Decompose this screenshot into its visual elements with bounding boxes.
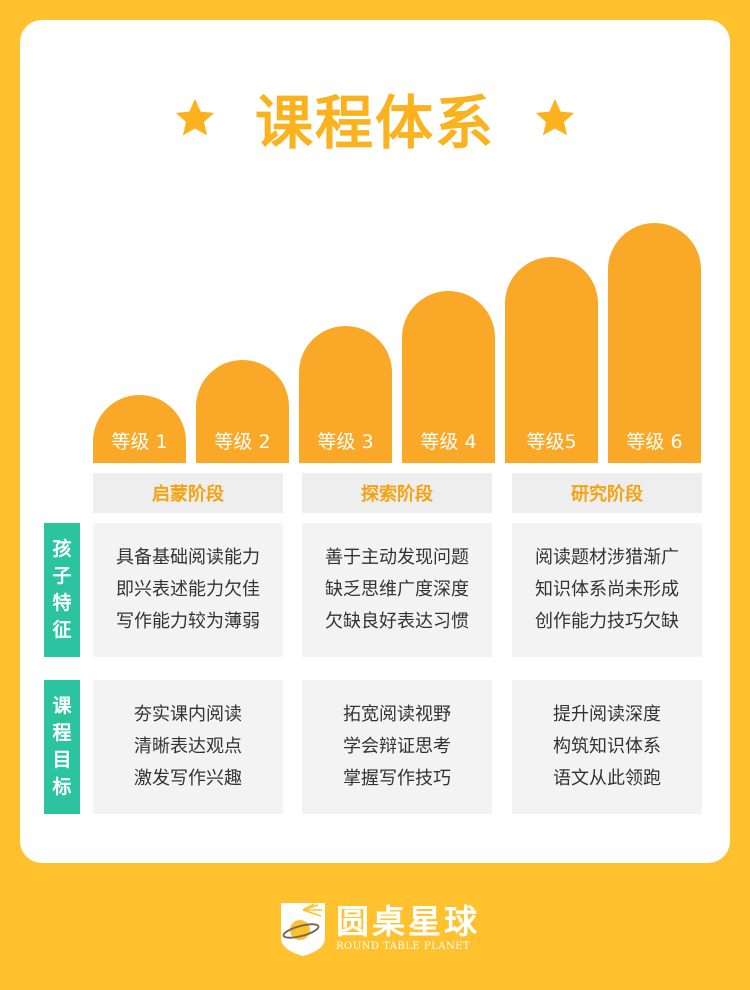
label-char: 课: [52, 695, 72, 717]
goals-cell-3: 提升阅读深度 构筑知识体系 语文从此领跑: [512, 680, 702, 814]
star-icon: [175, 98, 215, 136]
cell-line: 具备基础阅读能力: [116, 547, 260, 568]
cell-line: 掌握写作技巧: [343, 768, 451, 789]
cell-line: 构筑知识体系: [553, 736, 661, 757]
cell-line: 拓宽阅读视野: [343, 704, 451, 725]
level-label: 等级 4: [420, 431, 477, 453]
star-icon: [535, 98, 575, 136]
title-row: 课程体系: [0, 78, 750, 158]
stage-research: 研究阶段: [512, 473, 702, 513]
level-bar-2: 等级 2: [196, 360, 289, 463]
row-label-traits: 孩 子 特 征: [44, 523, 80, 657]
cell-line: 阅读题材涉猎渐广: [535, 547, 679, 568]
cell-line: 即兴表述能力欠佳: [116, 579, 260, 600]
brand-name-cn: 圆桌星球: [336, 902, 480, 941]
level-bar-5: 等级5: [505, 257, 598, 463]
level-bar-1: 等级 1: [93, 395, 186, 463]
stage-exploration: 探索阶段: [302, 473, 492, 513]
traits-cell-3: 阅读题材涉猎渐广 知识体系尚未形成 创作能力技巧欠缺: [512, 523, 702, 657]
level-bar-3: 等级 3: [299, 326, 392, 463]
level-label: 等级 2: [214, 431, 271, 453]
cell-line: 夯实课内阅读: [134, 704, 242, 725]
page-title: 课程体系: [254, 89, 495, 157]
brand-text: 圆桌星球 ROUND TABLE PLANET: [336, 904, 480, 954]
cell-line: 创作能力技巧欠缺: [535, 611, 679, 632]
row-label-goals: 课 程 目 标: [44, 680, 80, 814]
label-char: 标: [52, 776, 72, 798]
label-char: 特: [52, 592, 72, 614]
brand-logo: 圆桌星球 ROUND TABLE PLANET: [278, 898, 480, 960]
level-label: 等级5: [526, 431, 577, 453]
level-label: 等级 3: [317, 431, 374, 453]
cell-line: 清晰表达观点: [134, 736, 242, 757]
planet-logo-icon: [281, 903, 325, 956]
cell-line: 学会辩证思考: [343, 736, 451, 757]
label-char: 程: [52, 722, 72, 744]
goals-cell-2: 拓宽阅读视野 学会辩证思考 掌握写作技巧: [302, 680, 492, 814]
cell-line: 知识体系尚未形成: [535, 579, 679, 600]
label-char: 征: [52, 619, 72, 641]
cell-line: 欠缺良好表达习惯: [325, 611, 469, 632]
label-char: 目: [52, 749, 72, 771]
cell-line: 语文从此领跑: [553, 768, 661, 789]
traits-cell-2: 善于主动发现问题 缺乏思维广度深度 欠缺良好表达习惯: [302, 523, 492, 657]
cell-line: 提升阅读深度: [553, 704, 661, 725]
stage-enlightenment: 启蒙阶段: [93, 473, 283, 513]
label-char: 子: [52, 565, 72, 587]
level-label: 等级 6: [626, 431, 683, 453]
cell-line: 缺乏思维广度深度: [325, 579, 469, 600]
cell-line: 写作能力较为薄弱: [116, 611, 260, 632]
goals-cell-1: 夯实课内阅读 清晰表达观点 激发写作兴趣: [93, 680, 283, 814]
cell-line: 激发写作兴趣: [134, 768, 242, 789]
cell-line: 善于主动发现问题: [325, 547, 469, 568]
level-bar-6: 等级 6: [608, 223, 701, 463]
level-label: 等级 1: [111, 431, 168, 453]
label-char: 孩: [52, 538, 72, 560]
brand-name-en: ROUND TABLE PLANET: [336, 941, 471, 952]
traits-cell-1: 具备基础阅读能力 即兴表述能力欠佳 写作能力较为薄弱: [93, 523, 283, 657]
level-bar-4: 等级 4: [402, 291, 495, 463]
